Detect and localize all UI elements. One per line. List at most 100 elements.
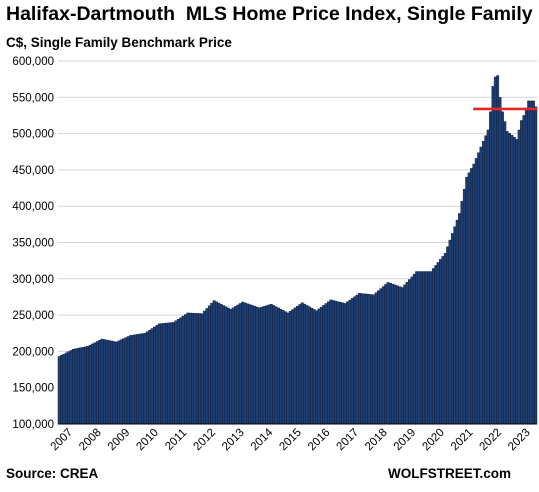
bar — [174, 320, 178, 425]
bar — [124, 337, 128, 425]
bar — [274, 306, 278, 425]
bar — [484, 135, 488, 425]
bar — [110, 340, 114, 425]
bar — [493, 76, 497, 425]
bar — [215, 301, 218, 425]
bar — [367, 294, 371, 425]
bar — [343, 303, 347, 425]
y-tick-label: 300,000 — [12, 274, 54, 286]
source-note: Source: CREA — [6, 466, 99, 481]
bar — [372, 294, 376, 425]
bar — [405, 281, 409, 425]
bar — [350, 298, 354, 425]
bar — [267, 304, 271, 425]
y-tick-label: 200,000 — [12, 346, 54, 358]
bar — [286, 312, 290, 425]
bar — [57, 356, 61, 425]
bar — [114, 341, 118, 425]
bar — [176, 318, 180, 425]
bar — [246, 303, 249, 425]
x-tick-label: 2018 — [363, 427, 390, 454]
bar — [481, 141, 485, 425]
x-axis-ticks: 2007 2008 2009 2010 2011 2012 2013 2014 2015 2016… — [49, 426, 533, 453]
bar — [224, 306, 228, 425]
bar — [222, 305, 226, 425]
bar — [389, 283, 392, 425]
bar — [64, 352, 68, 425]
bar — [200, 313, 204, 425]
x-tick-label: 2023 — [506, 427, 533, 454]
bar — [181, 315, 185, 425]
bar — [296, 305, 299, 425]
bar — [353, 296, 357, 425]
bar — [508, 133, 512, 425]
bar — [257, 307, 261, 425]
bar — [205, 308, 209, 425]
bar — [279, 308, 283, 425]
y-tick-label: 350,000 — [12, 238, 54, 250]
bar — [431, 268, 435, 425]
bar — [505, 131, 509, 425]
bar — [532, 100, 535, 425]
bar — [512, 137, 516, 425]
bar — [186, 312, 190, 425]
bar — [167, 322, 171, 425]
bar — [210, 302, 214, 425]
bar — [324, 303, 328, 425]
bar — [145, 331, 149, 425]
bar — [515, 139, 519, 425]
bar — [191, 312, 195, 425]
bar — [474, 158, 478, 425]
bar — [62, 353, 66, 425]
bar — [479, 146, 483, 425]
bar — [410, 276, 414, 425]
x-tick-label: 2013 — [220, 427, 247, 454]
bar — [489, 111, 492, 425]
bar — [360, 293, 364, 425]
bar — [408, 279, 411, 425]
x-tick-label: 2014 — [249, 426, 276, 453]
bar — [203, 310, 206, 425]
bar — [443, 253, 447, 425]
bar — [384, 284, 388, 425]
bar — [417, 271, 421, 425]
bar — [193, 313, 197, 425]
bar — [265, 305, 268, 425]
bar — [412, 273, 416, 425]
bar — [510, 135, 514, 425]
bar — [322, 305, 326, 425]
bar — [448, 239, 452, 425]
bar — [467, 172, 471, 425]
bar — [341, 302, 345, 425]
bar — [450, 233, 454, 425]
bar — [446, 246, 450, 425]
bar — [248, 304, 252, 425]
bar — [455, 219, 459, 425]
bar — [336, 301, 340, 425]
x-tick-label: 2010 — [134, 427, 161, 454]
bar — [126, 336, 130, 425]
bar — [317, 308, 321, 425]
bar — [396, 285, 400, 425]
x-tick-label: 2012 — [192, 427, 219, 454]
bar — [346, 301, 349, 425]
x-tick-label: 2008 — [77, 427, 104, 454]
bar — [179, 317, 183, 425]
bar — [253, 305, 257, 425]
bar — [60, 355, 63, 425]
bar — [81, 347, 85, 425]
bar — [472, 163, 476, 425]
bar — [281, 310, 285, 425]
brand-label: WOLFSTREET.com — [388, 466, 512, 481]
bar — [303, 303, 307, 425]
x-tick-label: 2011 — [163, 427, 189, 453]
bar — [453, 226, 457, 425]
bar — [358, 293, 361, 425]
bar — [307, 306, 311, 425]
y-tick-label: 100,000 — [12, 419, 54, 431]
bar — [329, 299, 333, 425]
x-tick-label: 2009 — [106, 427, 133, 454]
bar — [439, 259, 442, 425]
y-axis-ticks: 100,000 150,000 200,000 250,000 300,000 350,0… — [12, 56, 54, 431]
